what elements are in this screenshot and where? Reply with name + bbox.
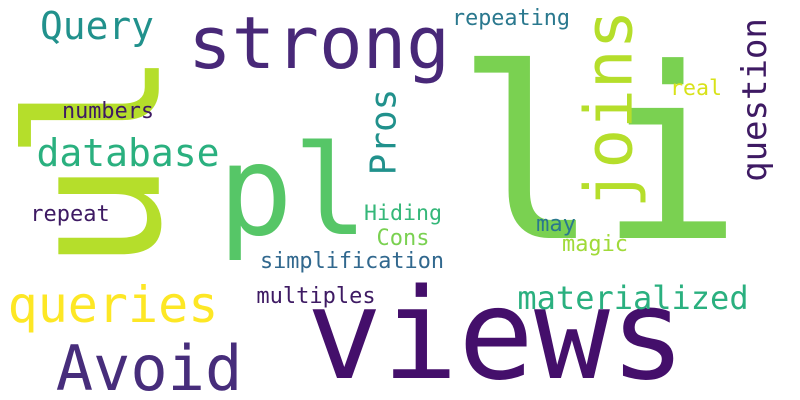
- word-repeat: repeat: [30, 202, 110, 227]
- word-simplification: simplification: [260, 249, 444, 275]
- word-repeating: repeating: [452, 6, 570, 32]
- word-database: database: [36, 131, 220, 175]
- word-avoid: Avoid: [55, 332, 243, 400]
- word-li: li: [455, 18, 743, 295]
- word-strong: strong: [188, 1, 450, 86]
- word-query: Query: [40, 4, 154, 49]
- word-question: question: [734, 18, 775, 182]
- word-magic: magic: [562, 232, 628, 257]
- word-queries: queries: [7, 276, 219, 334]
- word-numbers: numbers: [62, 99, 154, 125]
- word-views: views: [306, 261, 686, 400]
- word-hiding: Hiding: [364, 201, 442, 227]
- word-cons: Cons: [376, 226, 430, 251]
- word-multiples: multiples: [256, 284, 376, 309]
- word-may: may: [536, 212, 576, 237]
- word-pros: Pros: [362, 88, 404, 176]
- word-materialized: materialized: [517, 279, 749, 317]
- word-real: real: [670, 76, 722, 102]
- word-joins: joins: [570, 9, 648, 209]
- word-pl: pl: [218, 118, 368, 264]
